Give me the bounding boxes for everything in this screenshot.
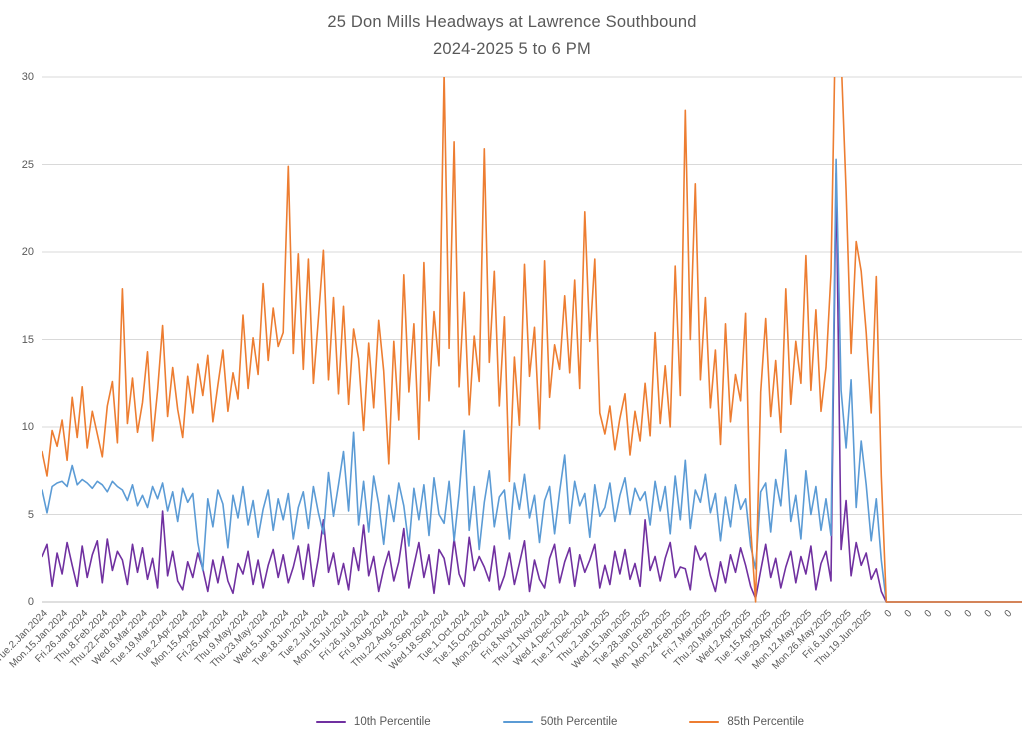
legend-line-swatch-purple [315,720,346,724]
legend-item-85th-percentile: 85th Percentile [689,716,804,728]
y-axis-label-15: 15 [21,333,34,346]
series-line-50th-percentile [42,158,1022,603]
legend-line-swatch-orange [689,720,720,724]
legend: 10th Percentile 50th Percentile 85th Per… [48,716,1024,728]
y-axis-label-10: 10 [21,421,34,433]
legend-label-10th: 10th Percentile [353,716,431,728]
y-axis-label-0: 0 [27,596,34,608]
series-line-85th-percentile [42,77,1022,603]
y-axis-label-5: 5 [27,508,34,521]
series-line-10th-percentile [42,172,1022,603]
chart-title: 25 Don Mills Headways at Lawrence Southb… [0,9,1024,63]
legend-item-50th-percentile: 50th Percentile [502,716,618,728]
y-axis-label-30: 30 [21,71,34,83]
legend-label-50th: 50th Percentile [540,716,618,728]
chart-title-line2: 2024-2025 5 to 6 PM [433,40,591,58]
y-axis-label-20: 20 [21,246,34,258]
legend-label-85th: 85th Percentile [727,716,805,728]
chart-title-line1: 25 Don Mills Headways at Lawrence Southb… [327,13,697,31]
y-axis-label-25: 25 [21,158,34,171]
legend-item-10th-percentile: 10th Percentile [315,716,431,728]
legend-line-swatch-blue [502,720,533,724]
